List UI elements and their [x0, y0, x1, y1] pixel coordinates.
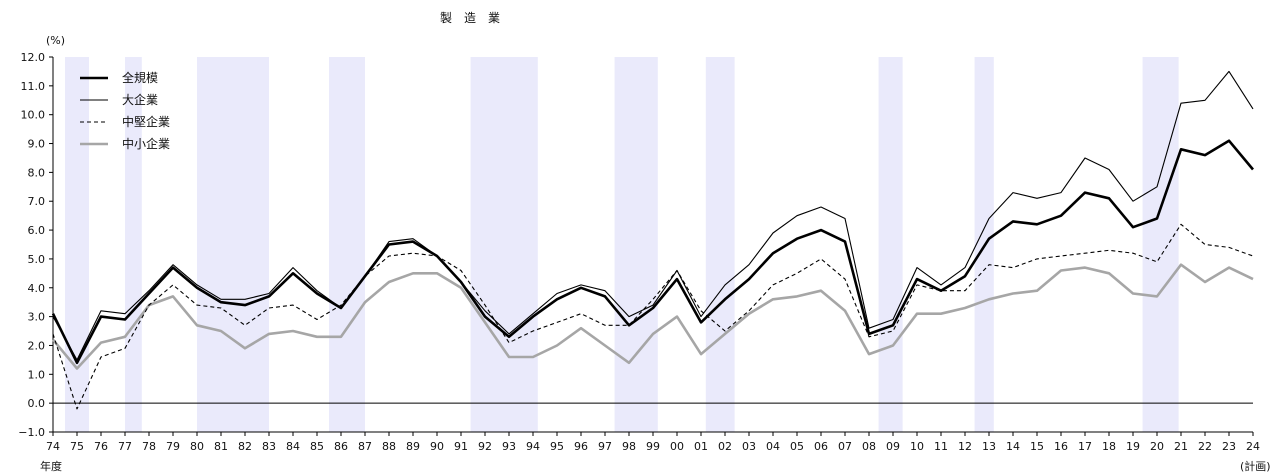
x-tick-label: 81	[214, 440, 228, 453]
x-tick-label: 20	[1150, 440, 1164, 453]
legend-label: 中小企業	[122, 136, 170, 151]
x-tick-label: 13	[982, 440, 996, 453]
y-tick-label: 6.0	[28, 224, 46, 237]
x-tick-label: 86	[334, 440, 348, 453]
x-tick-label: 80	[190, 440, 204, 453]
y-tick-label: 8.0	[28, 166, 46, 179]
x-tick-label: 14	[1006, 440, 1020, 453]
x-tick-label: 95	[550, 440, 564, 453]
x-tick-label: 23	[1222, 440, 1236, 453]
x-tick-label: 00	[670, 440, 684, 453]
x-tick-label: 12	[958, 440, 972, 453]
x-tick-label: 78	[142, 440, 156, 453]
recession-shading-layer	[65, 57, 1179, 432]
recession-band-1	[125, 57, 142, 432]
x-tick-label: 75	[70, 440, 84, 453]
x-tick-label: 96	[574, 440, 588, 453]
x-tick-label: 21	[1174, 440, 1188, 453]
x-tick-label: 19	[1126, 440, 1140, 453]
x-tick-label: 82	[238, 440, 252, 453]
series-line-thick	[51, 139, 1254, 365]
x-tick-label: 09	[886, 440, 900, 453]
y-tick-label: 9.0	[28, 138, 46, 151]
x-tick-label: 94	[526, 440, 540, 453]
recession-band-4	[470, 57, 538, 432]
x-tick-label: 93	[502, 440, 516, 453]
x-tick-label: 15	[1030, 440, 1044, 453]
x-tick-label: 01	[694, 440, 708, 453]
legend-label: 大企業	[122, 92, 158, 107]
x-axis-label: 年度	[40, 459, 62, 473]
series-line-thin	[52, 70, 1254, 361]
x-tick-label: 07	[838, 440, 852, 453]
y-tick-label: 7.0	[28, 195, 46, 208]
y-tick-label: 5.0	[28, 253, 46, 266]
y-tick-label: 12.0	[21, 51, 46, 64]
x-tick-label: 06	[814, 440, 828, 453]
x-tick-label: 92	[478, 440, 492, 453]
x-tick-label: 24	[1246, 440, 1260, 453]
y-tick-label: 1.0	[28, 368, 46, 381]
y-tick-label: 2.0	[28, 339, 46, 352]
y-tick-label: 4.0	[28, 282, 46, 295]
recession-band-5	[614, 57, 658, 432]
recession-band-3	[329, 57, 365, 432]
x-tick-label: 89	[406, 440, 420, 453]
x-tick-label: 84	[286, 440, 300, 453]
x-tick-label: 10	[910, 440, 924, 453]
x-tick-label: 76	[94, 440, 108, 453]
recession-band-0	[65, 57, 89, 432]
x-tick-label: 04	[766, 440, 780, 453]
x-axis-last-note: (計画)	[1240, 459, 1271, 473]
x-tick-label: 79	[166, 440, 180, 453]
x-tick-label: 03	[742, 440, 756, 453]
x-tick-label: 99	[646, 440, 660, 453]
x-tick-label: 11	[934, 440, 948, 453]
x-tick-label: 02	[718, 440, 732, 453]
recession-band-7	[878, 57, 903, 432]
x-tick-label: 88	[382, 440, 396, 453]
axis-layer: 12.0 11.0 10.0 9.0 8.0 7.0 6.0 5.0 4.0 3.0 2.0 1.0 0…	[18, 51, 1260, 453]
x-tick-label: 97	[598, 440, 612, 453]
x-tick-label: 90	[430, 440, 444, 453]
y-tick-label: 10.0	[21, 109, 46, 122]
y-axis-unit-label: (%)	[46, 34, 65, 47]
recession-band-6	[705, 57, 735, 432]
y-tick-label: 11.0	[21, 80, 46, 93]
x-tick-label: 74	[46, 440, 60, 453]
recession-band-9	[1142, 57, 1179, 432]
x-tick-label: 08	[862, 440, 876, 453]
series-line-gray	[52, 263, 1254, 370]
x-tick-label: 17	[1078, 440, 1092, 453]
series-layer	[51, 70, 1254, 410]
recession-band-2	[197, 57, 269, 432]
x-tick-label: 87	[358, 440, 372, 453]
x-tick-label: 83	[262, 440, 276, 453]
legend-label: 全規模	[122, 70, 158, 85]
x-tick-label: 91	[454, 440, 468, 453]
x-tick-label: 85	[310, 440, 324, 453]
x-tick-label: 22	[1198, 440, 1212, 453]
legend-label: 中堅企業	[122, 114, 170, 129]
y-tick-label: −1.0	[18, 426, 45, 439]
y-tick-label: 3.0	[28, 311, 46, 324]
x-tick-label: 05	[790, 440, 804, 453]
x-tick-label: 98	[622, 440, 636, 453]
x-tick-label: 16	[1054, 440, 1068, 453]
series-line-dashed	[52, 223, 1254, 410]
x-tick-label: 18	[1102, 440, 1116, 453]
x-tick-label: 77	[118, 440, 132, 453]
y-tick-label: 0.0	[28, 397, 46, 410]
chart-title: 製 造 業	[440, 11, 500, 25]
